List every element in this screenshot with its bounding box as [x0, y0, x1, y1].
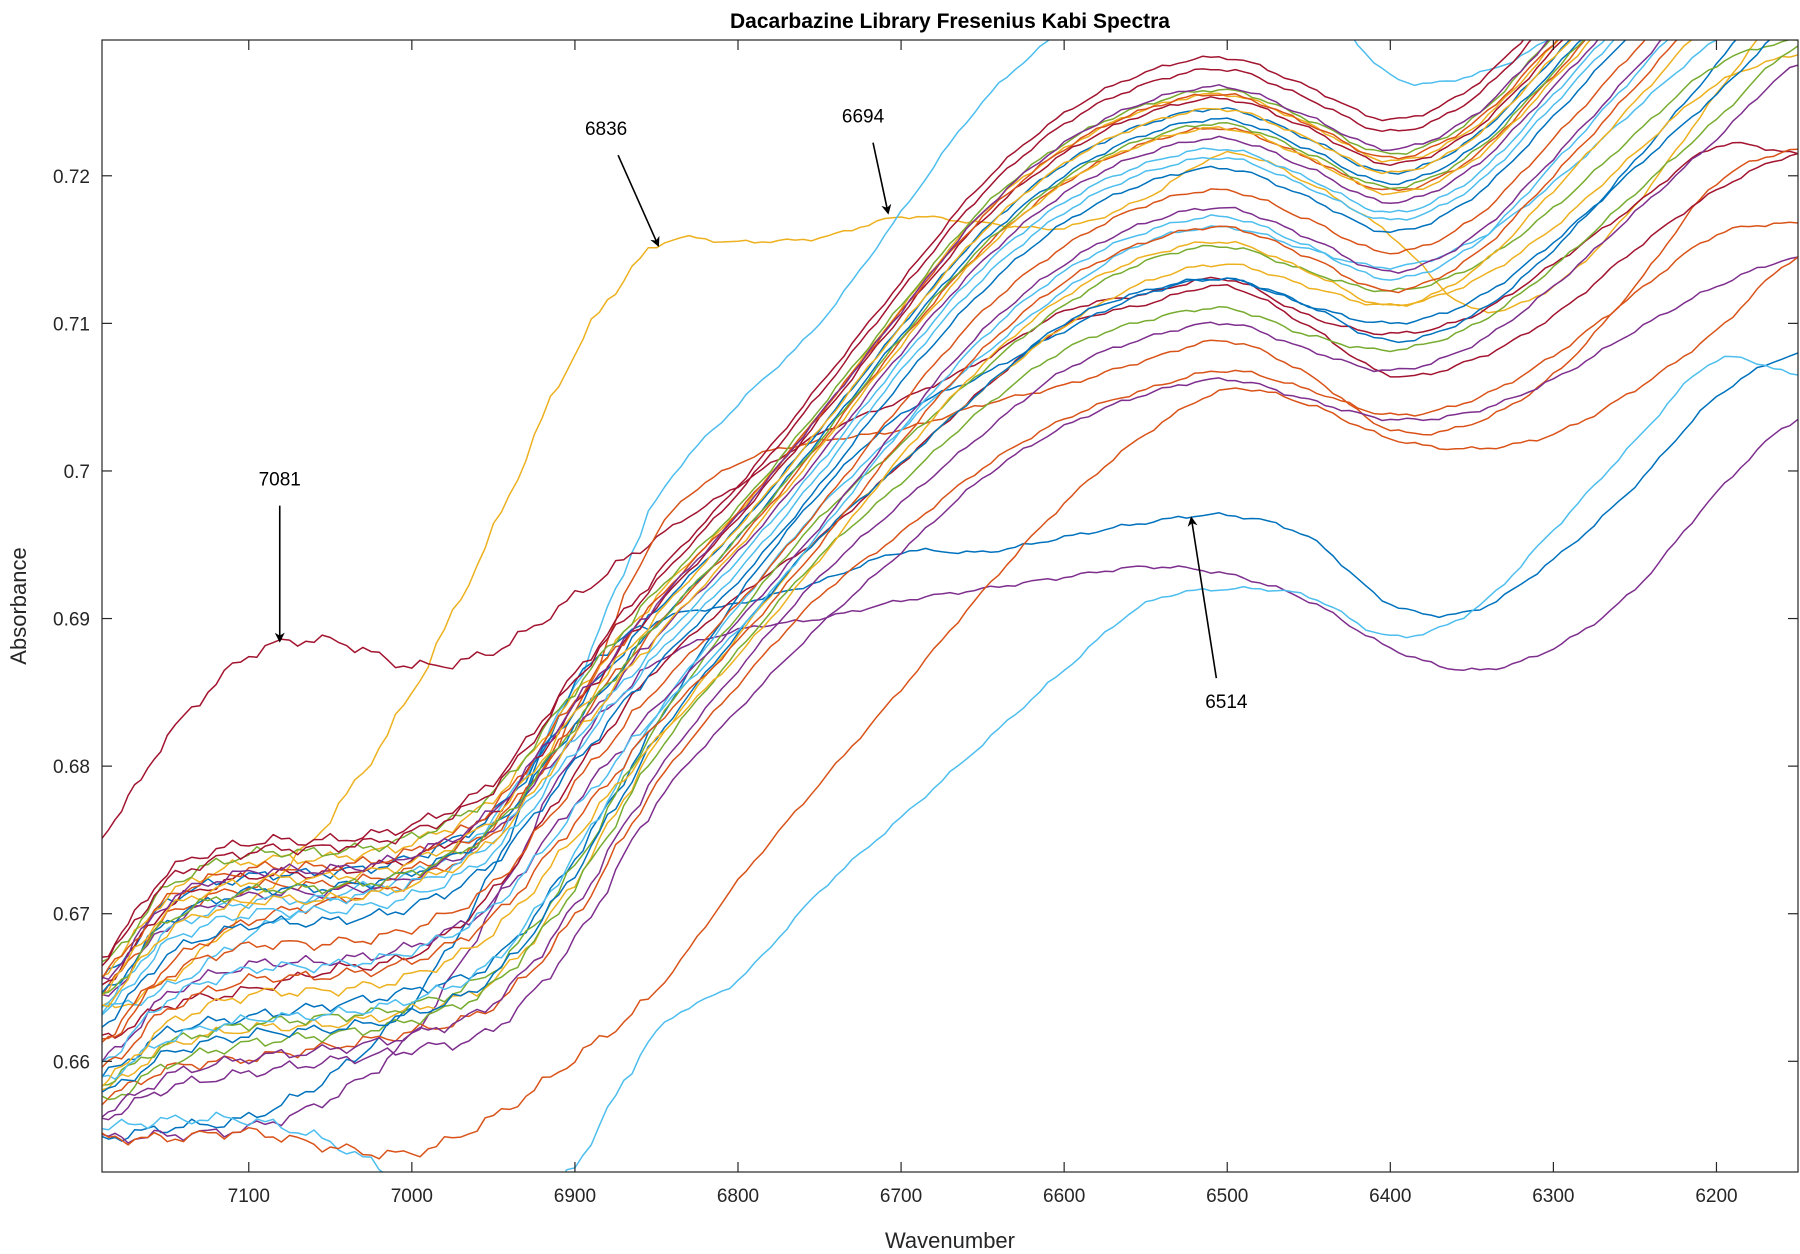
series-line-s27 [102, 40, 1585, 995]
plot-frame [101, 39, 1799, 1173]
series-line-s05 [102, 418, 1798, 1144]
y-tick-label: 0.72 [53, 167, 90, 188]
x-tick-label: 6800 [717, 1186, 759, 1207]
series-line-s34 [102, 45, 1798, 1101]
series-layer [102, 40, 1798, 1172]
series-line-s32 [102, 40, 1533, 967]
series-line-s30 [102, 40, 1646, 1043]
y-tick-label: 0.7 [64, 462, 90, 483]
series-line-s33 [102, 40, 1592, 1008]
series-line-s36 [102, 64, 1798, 1118]
x-tick-label: 6400 [1369, 1186, 1411, 1207]
x-tick-label: 6900 [554, 1186, 596, 1207]
series-line-s37 [102, 40, 1669, 1063]
annotation-label-6694: 6694 [842, 107, 885, 128]
series-line-s20 [102, 40, 1552, 963]
x-tick-label: 6700 [880, 1186, 922, 1207]
y-tick-label: 0.67 [53, 905, 90, 926]
y-tick-label: 0.69 [53, 610, 90, 631]
series-line-s35 [102, 40, 1771, 1093]
series-line-s31 [102, 40, 1663, 1063]
series-line-s24 [102, 40, 1559, 980]
series-line-s40 [102, 40, 1525, 958]
annotation-label-7081: 7081 [259, 470, 301, 491]
y-tick-label: 0.66 [53, 1052, 90, 1073]
series-line-s38 [102, 40, 1679, 1068]
x-tick-label: 6600 [1043, 1186, 1085, 1207]
annotation-label-6836: 6836 [585, 119, 627, 140]
series-line-s06 [102, 355, 1798, 1172]
series-line-s11 [102, 256, 1798, 1121]
annotation-arrow-6836 [617, 154, 660, 247]
annotation-label-6514: 6514 [1205, 692, 1248, 713]
series-line-6514 [102, 352, 1798, 1142]
series-line-s18 [102, 40, 1560, 977]
series-line-s23 [102, 40, 1583, 994]
x-tick-label: 7000 [391, 1186, 433, 1207]
series-line-s25 [102, 40, 1573, 996]
series-line-s39 [102, 40, 1693, 1088]
series-line-s09 [102, 40, 1737, 1078]
annotation-layer: 7081 6836 6694 6514 [259, 107, 1248, 714]
series-line-6836 [102, 40, 1758, 1009]
series-line-s10 [102, 221, 1798, 1106]
y-tick-label: 0.71 [53, 314, 90, 335]
y-axis-ticks: 0.66 0.67 0.68 0.69 0.7 0.71 0.72 [53, 167, 1798, 1073]
y-tick-label: 0.68 [53, 757, 90, 778]
x-tick-label: 6500 [1206, 1186, 1248, 1207]
y-axis-label: Absorbance [6, 547, 31, 664]
annotation-arrow-6694 [872, 142, 892, 215]
series-line-s29 [102, 40, 1627, 1028]
chart-title: Dacarbazine Library Fresenius Kabi Spect… [730, 10, 1170, 33]
x-tick-label: 6200 [1695, 1186, 1737, 1207]
annotation-arrow-6514 [1187, 516, 1218, 679]
x-axis-ticks: 7100 7000 6900 6800 6700 6600 6500 6400 6300 6200 [228, 40, 1738, 1207]
series-line-s12 [102, 256, 1798, 1160]
series-line-s26 [102, 40, 1550, 981]
series-line-s28 [102, 40, 1615, 1016]
plot-area [102, 40, 1798, 1172]
x-axis-label: Wavenumber [885, 1228, 1015, 1253]
x-tick-label: 6300 [1532, 1186, 1574, 1207]
x-tick-label: 7100 [228, 1186, 270, 1207]
